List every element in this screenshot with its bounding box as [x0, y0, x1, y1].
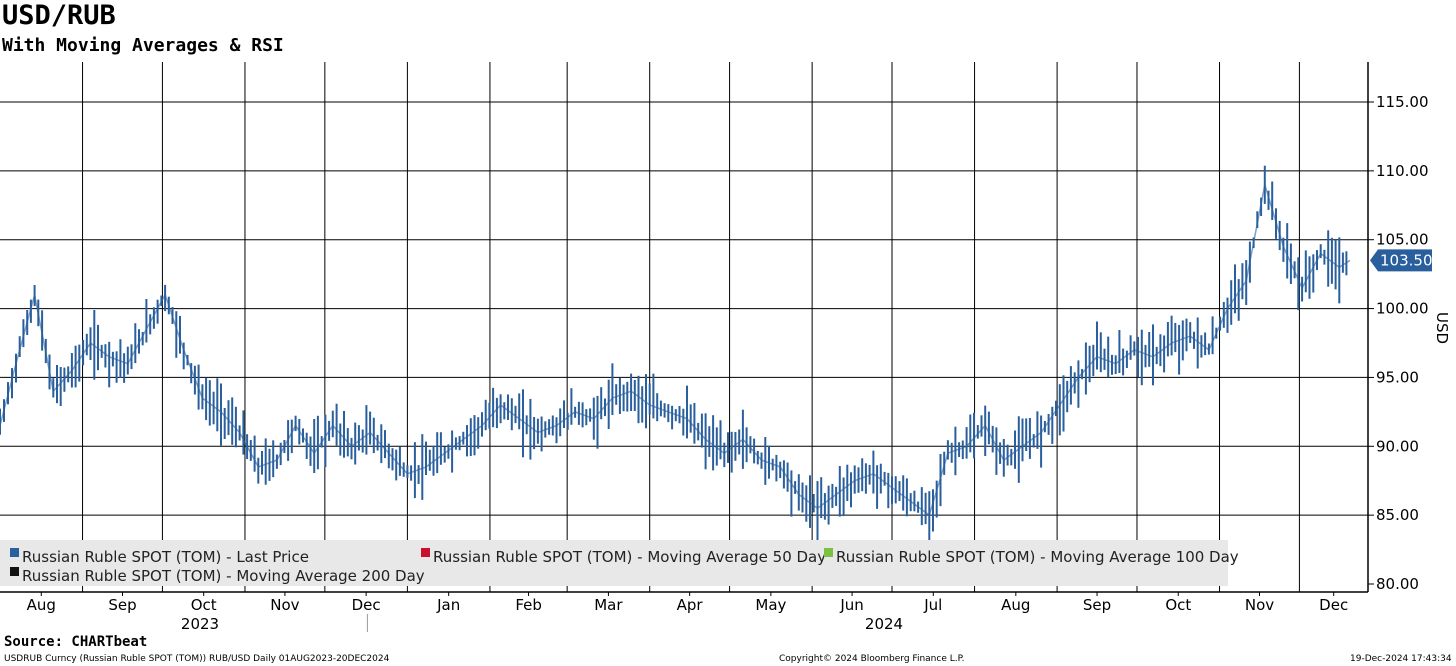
x-axis: Aug Sep Oct Nov Dec Jan Feb Mar Apr May Jun Jul Aug S…	[27, 596, 1349, 633]
y-tick-label: 80.00	[1376, 575, 1419, 593]
x-tick-label: Oct	[1165, 596, 1191, 614]
year-label: 2023	[181, 615, 219, 633]
legend-background	[0, 540, 1228, 586]
y-tick-label: 115.00	[1376, 93, 1429, 111]
footer-copyright: Copyright© 2024 Bloomberg Finance L.P.	[779, 654, 965, 664]
legend-swatch	[824, 548, 833, 557]
x-tick-label: Feb	[515, 596, 542, 614]
x-tick-label: Jul	[923, 596, 942, 614]
x-tick-label: Aug	[27, 596, 56, 614]
footer-series-info: USDRUB Curncy (Russian Ruble SPOT (TOM))…	[4, 654, 390, 664]
y-tick-label: 100.00	[1376, 300, 1429, 318]
grid-lines	[0, 62, 1369, 596]
x-tick-label: May	[755, 596, 786, 614]
x-tick-label: Sep	[108, 596, 136, 614]
y-axis-title: USD	[1433, 312, 1451, 344]
legend-label: Russian Ruble SPOT (TOM) - Moving Averag…	[433, 548, 826, 566]
x-tick-label: Dec	[352, 596, 381, 614]
legend-swatch	[421, 548, 430, 557]
year-label: 2024	[865, 615, 903, 633]
source-text: Source: CHARTbeat	[4, 634, 148, 650]
legend-swatch	[10, 548, 19, 557]
x-tick-label: Mar	[594, 596, 623, 614]
x-tick-label: Nov	[1245, 596, 1274, 614]
y-tick-label: 85.00	[1376, 506, 1419, 524]
last-price-line	[0, 184, 1351, 517]
x-tick-label: Nov	[270, 596, 299, 614]
chart-subtitle: With Moving Averages & RSI	[2, 35, 284, 56]
y-tick-label: 110.00	[1376, 162, 1429, 180]
legend-label: Russian Ruble SPOT (TOM) - Moving Averag…	[22, 567, 425, 585]
legend-label: Russian Ruble SPOT (TOM) - Last Price	[22, 548, 309, 566]
footer-timestamp: 19-Dec-2024 17:43:34	[1350, 654, 1452, 664]
x-tick-label: Aug	[1001, 596, 1030, 614]
x-tick-label: Oct	[191, 596, 217, 614]
y-tick-label: 105.00	[1376, 231, 1429, 249]
x-tick-label: Sep	[1083, 596, 1111, 614]
last-price-badge	[1370, 249, 1432, 272]
x-tick-label: Jan	[436, 596, 460, 614]
y-tick-label: 90.00	[1376, 437, 1419, 455]
chart-title: USD/RUB	[2, 0, 116, 31]
x-tick-label: Dec	[1319, 596, 1348, 614]
y-tick-label: 95.00	[1376, 368, 1419, 386]
y-axis: 80.00 85.00 90.00 95.00 100.00 105.00 110.00 11…	[1368, 93, 1451, 593]
price-series	[0, 165, 1351, 553]
legend-label: Russian Ruble SPOT (TOM) - Moving Averag…	[836, 548, 1239, 566]
x-tick-label: Jun	[839, 596, 863, 614]
legend: Russian Ruble SPOT (TOM) - Last Price Rus…	[0, 540, 1239, 586]
x-tick-label: Apr	[677, 596, 704, 614]
last-price-label: 103.50	[1380, 251, 1433, 269]
legend-swatch	[10, 567, 19, 576]
